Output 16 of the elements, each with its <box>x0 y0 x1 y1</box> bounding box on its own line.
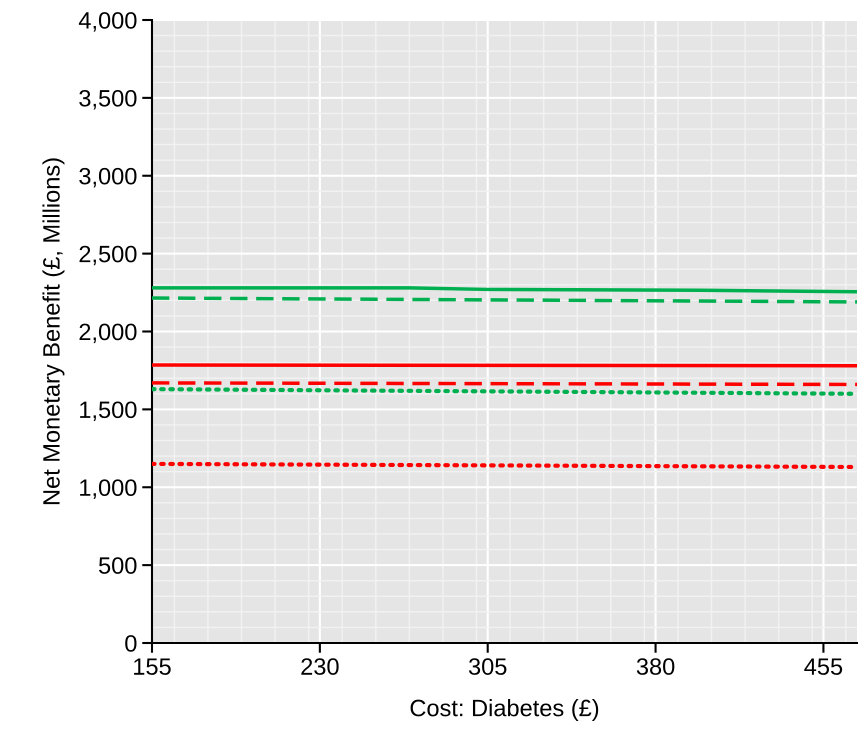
y-tick-label: 4,000 <box>78 12 136 32</box>
y-tick-label: 1,500 <box>80 401 136 421</box>
x-tick-label: 380 <box>636 658 674 675</box>
x-tick-label: 230 <box>301 658 339 675</box>
y-tick-label: 500 <box>98 557 136 574</box>
y-tick-label: 1,000 <box>80 479 136 499</box>
y-tick-label: 3,500 <box>79 90 136 110</box>
y-tick-label: 0 <box>125 635 136 652</box>
x-tick-label: 155 <box>134 658 171 675</box>
x-axis-title: Cost: Diabetes (£) <box>410 699 598 722</box>
y-tick-label: 2,000 <box>80 324 136 344</box>
x-tick-label: 455 <box>804 658 842 675</box>
y-tick-label: 3,000 <box>79 168 136 188</box>
y-tick-label: 2,500 <box>80 246 136 266</box>
x-tick-label: 305 <box>468 658 506 675</box>
y-axis-title: Net Monetary Benefit (£, Millions) <box>42 158 64 504</box>
